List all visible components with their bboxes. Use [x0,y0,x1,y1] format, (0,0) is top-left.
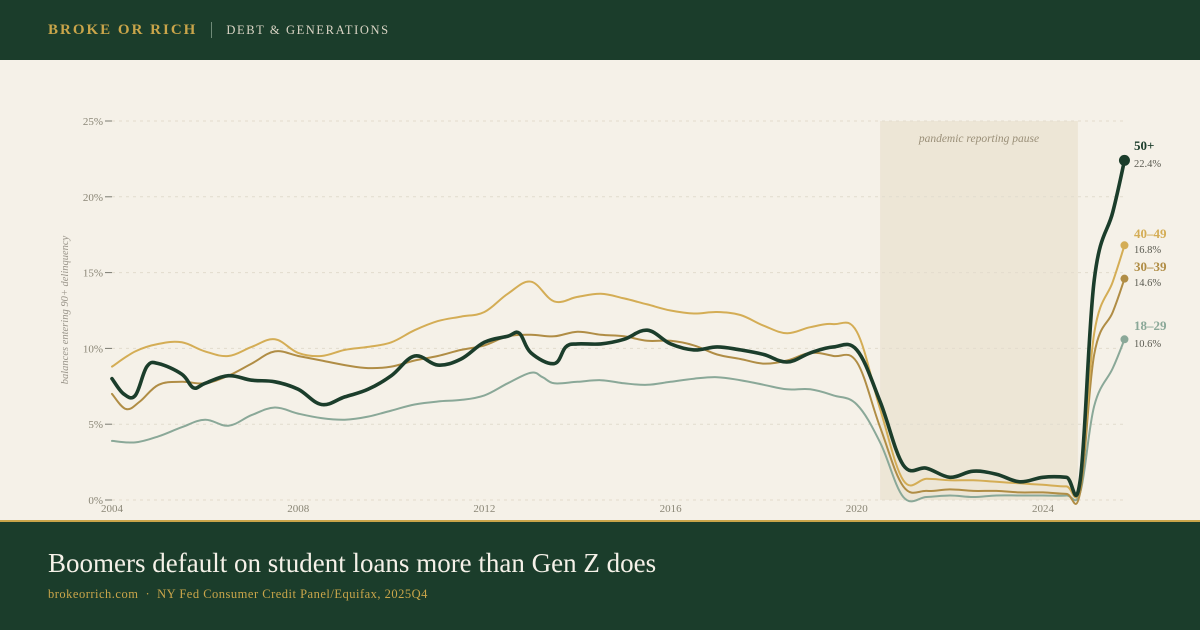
series-line-18-29 [111,338,1126,503]
chart-area: pandemic reporting pause 0% 5% 10% 15% 20% 25%… [0,60,1200,520]
delinquency-line-chart: pandemic reporting pause 0% 5% 10% 15% 20% 25%… [60,116,1167,515]
x-tick-label: 2020 [846,503,869,515]
series-name-label-18-29: 18–29 [1134,318,1167,333]
series-line-50plus [110,158,1127,498]
y-axis-label: balances entering 90+ delinquency [60,235,71,384]
y-tick-label: 25% [83,116,103,128]
y-tick-label: 0% [88,495,103,507]
x-tick-label: 2008 [287,503,310,515]
header-divider [211,22,213,38]
source-separator: · [145,587,151,601]
y-tick-label: 20% [83,192,103,204]
x-tick-label: 2024 [1032,503,1055,515]
y-tick-label: 10% [83,343,103,355]
series-endpoint-40-49 [1120,241,1129,250]
y-tick-label: 15% [83,268,103,280]
site-link[interactable]: brokeorrich.com [48,587,139,601]
x-tick-label: 2004 [101,503,124,515]
brand-logo-text[interactable]: BROKE OR RICH [48,21,198,38]
x-tick-label: 2012 [473,503,495,515]
footer-rule [0,520,1200,522]
series-name-label-40-49: 40–49 [1134,226,1167,241]
series-endpoint-18-29 [1120,335,1129,344]
series-value-label-30-39: 14.6% [1134,278,1161,289]
footer: Boomers default on student loans more th… [0,522,1200,630]
top-bar: BROKE OR RICH DEBT & GENERATIONS [0,0,1200,60]
series-name-label-50plus: 50+ [1134,138,1154,153]
pandemic-pause-band [880,121,1078,500]
series-value-label-40-49: 16.8% [1134,245,1161,256]
section-label: DEBT & GENERATIONS [226,22,390,37]
source-line: brokeorrich.com · NY Fed Consumer Credit P… [48,587,428,602]
series-name-label-30-39: 30–39 [1134,259,1167,274]
x-tick-label: 2016 [660,503,683,515]
y-tick-label: 5% [88,419,103,431]
chart-headline: Boomers default on student loans more th… [48,548,657,578]
series-endpoint-50plus [1118,154,1130,166]
series-value-label-18-29: 10.6% [1134,339,1161,350]
series-endpoint-30-39 [1120,274,1129,283]
series-value-label-50plus: 22.4% [1134,159,1161,170]
series-line-40-49 [111,244,1126,499]
source-text: NY Fed Consumer Credit Panel/Equifax, 20… [157,587,428,601]
pandemic-pause-label: pandemic reporting pause [918,133,1039,145]
